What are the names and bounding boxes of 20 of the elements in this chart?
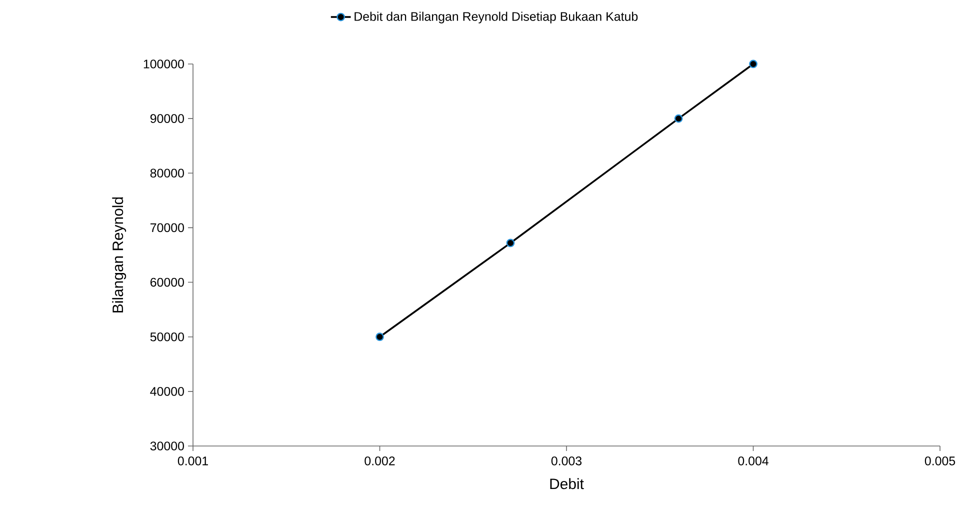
legend-label: Debit dan Bilangan Reynold Disetiap Bukaan Katub (354, 12, 638, 24)
x-tick-label: 0.004 (738, 456, 768, 466)
point (749, 60, 758, 68)
y-tick-label: 30000 (150, 442, 184, 450)
x-axis-title: Debit (550, 478, 584, 490)
x-tick-label: 0.002 (364, 456, 395, 466)
point (506, 238, 515, 248)
y-tick-label: 80000 (150, 168, 184, 178)
y-axis-title: Bilangan Reynold (112, 197, 126, 312)
y-tick-label: 70000 (150, 223, 184, 232)
y-tick-label: 60000 (150, 278, 184, 287)
point (376, 332, 384, 342)
y-tick-label: 50000 (150, 332, 184, 342)
point (674, 114, 683, 123)
x-tick-label: 0.003 (551, 456, 582, 466)
y-tick-label: 90000 (150, 114, 184, 123)
y-tick-label: 100000 (144, 60, 184, 68)
x-tick-label: 0.001 (178, 456, 208, 466)
x-tick-label: 0.005 (924, 456, 956, 466)
y-tick-label: 40000 (150, 387, 184, 396)
